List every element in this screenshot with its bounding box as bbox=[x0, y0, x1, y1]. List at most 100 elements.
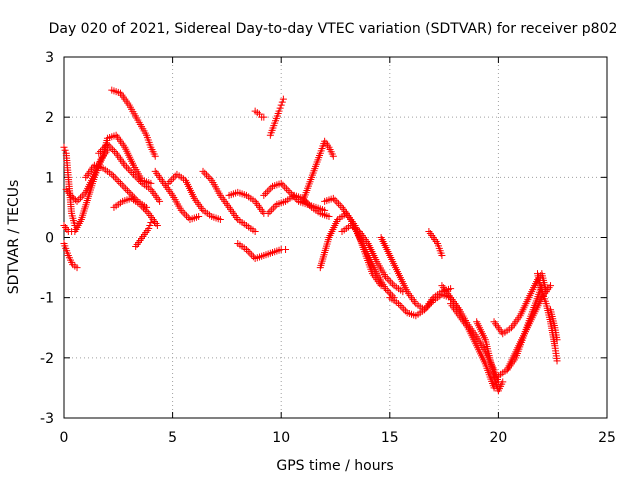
data-point bbox=[141, 206, 149, 214]
data-point bbox=[401, 307, 409, 315]
data-point bbox=[271, 202, 279, 210]
data-point bbox=[146, 221, 154, 229]
data-point bbox=[73, 197, 81, 205]
data-point bbox=[118, 181, 126, 189]
data-point bbox=[263, 188, 271, 196]
data-point bbox=[499, 378, 507, 386]
data-point bbox=[164, 179, 172, 187]
data-point bbox=[266, 208, 274, 216]
data-point bbox=[133, 174, 141, 182]
data-point bbox=[73, 264, 81, 272]
x-tick-label: 10 bbox=[272, 430, 290, 446]
data-point bbox=[181, 210, 189, 218]
data-point bbox=[98, 146, 106, 154]
data-point bbox=[98, 153, 106, 161]
data-point bbox=[278, 98, 286, 106]
data-point bbox=[268, 206, 276, 214]
data-point bbox=[388, 280, 396, 288]
data-point bbox=[130, 170, 138, 178]
data-point bbox=[260, 113, 268, 121]
data-point bbox=[138, 202, 146, 210]
data-point bbox=[105, 142, 113, 150]
data-point bbox=[244, 247, 252, 255]
data-point bbox=[286, 188, 294, 196]
data-point bbox=[75, 196, 83, 204]
data-point bbox=[246, 249, 254, 257]
data-point bbox=[145, 224, 153, 232]
data-point bbox=[242, 246, 250, 254]
data-point bbox=[96, 147, 104, 155]
data-point bbox=[383, 286, 391, 294]
data-point bbox=[184, 214, 192, 222]
data-point bbox=[111, 174, 119, 182]
data-point bbox=[385, 288, 393, 296]
data-point bbox=[177, 206, 185, 214]
data-point bbox=[396, 301, 404, 309]
data-point bbox=[281, 183, 289, 191]
data-point bbox=[331, 196, 339, 204]
data-point bbox=[108, 170, 116, 178]
data-point bbox=[60, 143, 68, 151]
data-point bbox=[251, 227, 259, 235]
data-point bbox=[125, 188, 133, 196]
x-tick-label: 20 bbox=[489, 430, 507, 446]
data-point bbox=[67, 191, 75, 199]
data-point bbox=[169, 174, 177, 182]
data-point bbox=[277, 101, 285, 109]
data-point bbox=[123, 187, 131, 195]
data-point bbox=[95, 149, 103, 157]
data-point bbox=[61, 146, 69, 154]
data-point bbox=[135, 176, 143, 184]
y-axis-label: SDTVAR / TECUs bbox=[6, 180, 22, 295]
data-point bbox=[385, 276, 393, 284]
data-point bbox=[128, 169, 136, 177]
data-point bbox=[139, 204, 147, 212]
data-point bbox=[394, 300, 402, 308]
data-point bbox=[147, 218, 155, 226]
y-tick-label: 1 bbox=[45, 170, 54, 186]
data-point bbox=[336, 202, 344, 210]
data-point bbox=[275, 107, 283, 115]
data-point bbox=[329, 152, 337, 160]
data-point bbox=[153, 221, 161, 229]
data-point bbox=[70, 194, 78, 202]
data-point bbox=[383, 274, 391, 282]
data-point bbox=[100, 144, 108, 152]
data-point bbox=[143, 208, 151, 216]
data-point bbox=[195, 212, 203, 220]
chart-title: Day 020 of 2021, Sidereal Day-to-day VTE… bbox=[49, 21, 618, 37]
data-point bbox=[398, 303, 406, 311]
data-point bbox=[201, 169, 209, 177]
data-point bbox=[282, 185, 290, 193]
data-point bbox=[120, 183, 128, 191]
data-point bbox=[110, 172, 118, 180]
data-point bbox=[267, 184, 275, 192]
data-point bbox=[68, 193, 76, 201]
y-tick-label: 2 bbox=[45, 110, 54, 126]
data-point bbox=[282, 246, 290, 254]
data-point bbox=[156, 197, 164, 205]
data-point bbox=[113, 176, 121, 184]
data-point bbox=[325, 212, 333, 220]
data-point bbox=[121, 161, 129, 169]
data-point bbox=[97, 155, 105, 163]
data-point bbox=[381, 273, 389, 281]
data-point bbox=[553, 357, 561, 365]
data-point bbox=[147, 179, 155, 187]
data-point bbox=[126, 167, 134, 175]
data-point bbox=[400, 305, 408, 313]
data-point bbox=[131, 172, 139, 180]
data-point bbox=[387, 290, 395, 298]
data-point bbox=[447, 285, 455, 293]
grid-lines bbox=[64, 57, 607, 418]
data-point bbox=[547, 282, 555, 290]
data-point bbox=[329, 194, 337, 202]
x-tick-label: 5 bbox=[168, 430, 177, 446]
data-point bbox=[304, 200, 312, 208]
data-point bbox=[199, 167, 207, 175]
data-point bbox=[284, 187, 292, 195]
data-points bbox=[60, 86, 561, 395]
data-point bbox=[333, 198, 341, 206]
data-point bbox=[335, 200, 343, 208]
data-point bbox=[116, 179, 124, 187]
